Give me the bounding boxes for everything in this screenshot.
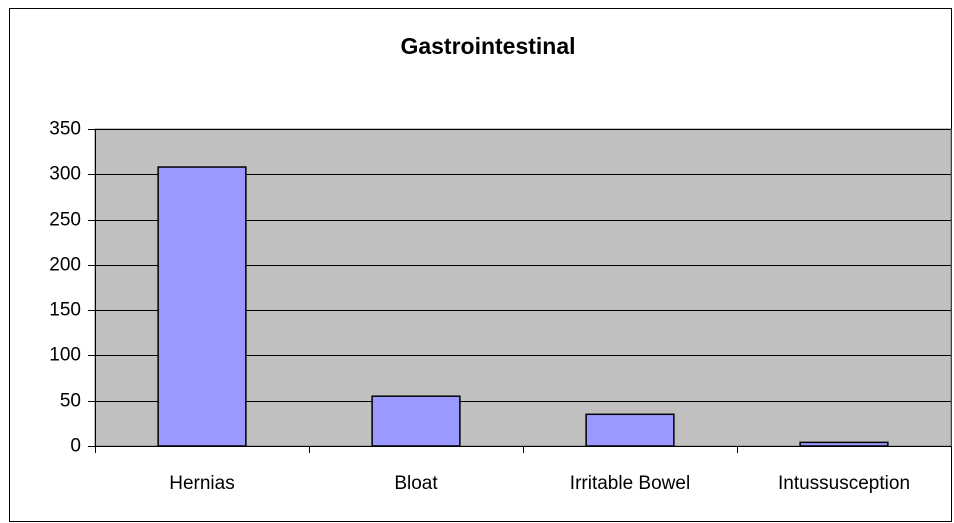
bar xyxy=(371,395,461,447)
bar xyxy=(157,166,247,447)
y-tick-label: 150 xyxy=(49,300,81,321)
y-tick-label: 50 xyxy=(60,391,81,412)
bar xyxy=(799,441,889,447)
y-tick-label: 200 xyxy=(49,255,81,276)
y-tick-label: 350 xyxy=(49,119,81,140)
y-tick-label: 0 xyxy=(70,436,81,457)
chart-title: Gastrointestinal xyxy=(400,33,575,59)
y-tick-label: 250 xyxy=(49,210,81,231)
x-tick-label: Irritable Bowel xyxy=(570,473,690,494)
x-tick-label: Hernias xyxy=(169,473,234,494)
y-tick-label: 300 xyxy=(49,164,81,185)
x-tick-label: Intussusception xyxy=(778,473,910,494)
y-tick-label: 100 xyxy=(49,345,81,366)
bar xyxy=(585,413,675,447)
x-tick-label: Bloat xyxy=(394,473,438,494)
